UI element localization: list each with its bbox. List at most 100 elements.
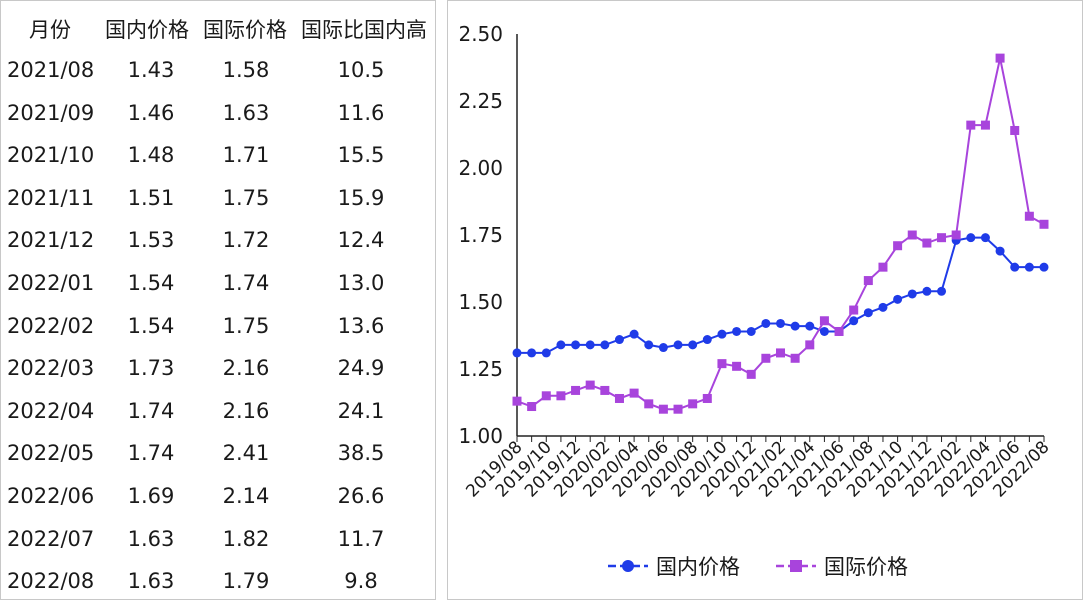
y-tick-label: 1.25 (458, 357, 503, 381)
data-point (746, 326, 756, 336)
data-point (951, 230, 961, 240)
data-point (527, 348, 537, 358)
data-point (849, 305, 859, 315)
cell-international-price: 2.41 (222, 441, 270, 466)
data-point (541, 348, 551, 358)
legend-marker (790, 560, 802, 572)
cell-domestic-price: 1.46 (127, 100, 175, 125)
cell-month: 2022/01 (7, 271, 95, 295)
cell-month: 2021/08 (7, 58, 95, 82)
legend-label: 国内价格 (656, 555, 740, 579)
cell-domestic-price: 1.48 (127, 143, 175, 168)
y-tick-label: 2.25 (458, 89, 503, 113)
y-tick-label: 2.50 (458, 22, 503, 46)
cell-domestic-price: 1.51 (127, 185, 175, 210)
table-row: 2022/02 1.54 1.75 13.6 (1, 305, 437, 347)
data-point (600, 385, 610, 395)
data-point (980, 233, 990, 243)
data-point (937, 233, 947, 243)
data-point (966, 120, 976, 130)
data-point (1039, 219, 1049, 229)
cell-difference: 15.9 (337, 185, 385, 210)
table-row: 2021/08 1.43 1.58 10.5 (1, 49, 437, 91)
data-point (1010, 125, 1020, 135)
table-row: 2022/03 1.73 2.16 24.9 (1, 347, 437, 389)
data-point (658, 404, 668, 414)
cell-difference: 12.4 (337, 228, 385, 253)
table-row: 2022/06 1.69 2.14 26.6 (1, 475, 437, 517)
data-point (805, 340, 815, 350)
cell-domestic-price: 1.63 (127, 569, 175, 594)
cell-international-price: 1.72 (222, 228, 270, 253)
cell-difference: 11.6 (337, 100, 385, 125)
y-tick-label: 2.00 (458, 156, 503, 180)
data-point (673, 340, 683, 350)
data-point (556, 340, 566, 350)
header-month: 月份 (29, 18, 71, 42)
data-point (1024, 262, 1034, 272)
data-point (805, 321, 815, 331)
data-point (776, 348, 785, 358)
table-row: 2022/08 1.63 1.79 9.8 (1, 560, 437, 602)
price-table: 月份 国内价格 国际价格 国际比国内高 2021/08 1.43 1.58 10.5 2… (0, 0, 436, 600)
data-point (937, 286, 947, 296)
data-point (717, 329, 727, 339)
cell-domestic-price: 1.54 (127, 313, 175, 338)
cell-month: 2021/12 (7, 228, 95, 253)
data-point (571, 340, 581, 350)
cell-international-price: 1.58 (222, 58, 270, 82)
data-point (585, 340, 595, 350)
table-row: 2022/05 1.74 2.41 38.5 (1, 432, 437, 474)
table-row: 2021/09 1.46 1.63 11.6 (1, 92, 437, 134)
data-point (995, 53, 1005, 63)
data-point (878, 262, 888, 272)
table-header-row: 月份 国内价格 国际价格 国际比国内高 (1, 9, 437, 51)
chart-panel: 1.00 1.25 1.50 1.75 2.00 2.25 2.50 2019/08 2019/… (447, 0, 1083, 600)
data-point (907, 230, 917, 240)
cell-domestic-price: 1.54 (127, 271, 175, 295)
data-point (512, 348, 522, 358)
data-point (702, 393, 712, 403)
table-row: 2022/04 1.74 2.16 24.1 (1, 390, 437, 432)
data-point (673, 404, 683, 414)
data-point (893, 241, 903, 251)
data-point (893, 294, 903, 304)
data-point (863, 308, 873, 318)
table-row: 2022/01 1.54 1.74 13.0 (1, 262, 437, 304)
cell-month: 2022/03 (7, 356, 95, 381)
legend-marker (622, 560, 634, 572)
header-difference: 国际比国内高 (301, 18, 427, 42)
cell-domestic-price: 1.74 (127, 398, 175, 423)
data-point (746, 369, 756, 379)
series-line (517, 236, 1044, 354)
cell-domestic-price: 1.53 (127, 228, 175, 253)
cell-difference: 9.8 (344, 569, 378, 594)
cell-international-price: 1.74 (222, 271, 270, 295)
cell-difference: 26.6 (337, 484, 385, 508)
table-row: 2021/11 1.51 1.75 15.9 (1, 177, 437, 219)
data-point (907, 289, 917, 299)
data-point (527, 402, 537, 412)
data-point (556, 391, 566, 401)
data-point (980, 120, 990, 130)
cell-difference: 15.5 (337, 143, 385, 168)
data-point (688, 340, 698, 350)
data-point (1010, 262, 1020, 272)
data-point (688, 399, 698, 409)
cell-domestic-price: 1.43 (127, 58, 175, 82)
table-row: 2021/12 1.53 1.72 12.4 (1, 219, 437, 261)
data-point (658, 343, 668, 353)
price-line-chart: 1.001.251.501.752.002.252.502019/082019/… (458, 22, 1053, 579)
cell-international-price: 1.75 (222, 313, 270, 338)
cell-difference: 24.1 (337, 398, 385, 423)
data-point (571, 385, 581, 395)
cell-international-price: 1.75 (222, 185, 270, 210)
data-point (585, 380, 595, 390)
data-point (819, 316, 829, 326)
y-tick-label: 1.50 (458, 290, 503, 314)
cell-international-price: 1.71 (222, 143, 270, 168)
data-point (776, 318, 785, 328)
cell-month: 2022/08 (7, 569, 95, 594)
cell-domestic-price: 1.69 (127, 484, 175, 508)
cell-month: 2022/07 (7, 526, 95, 551)
